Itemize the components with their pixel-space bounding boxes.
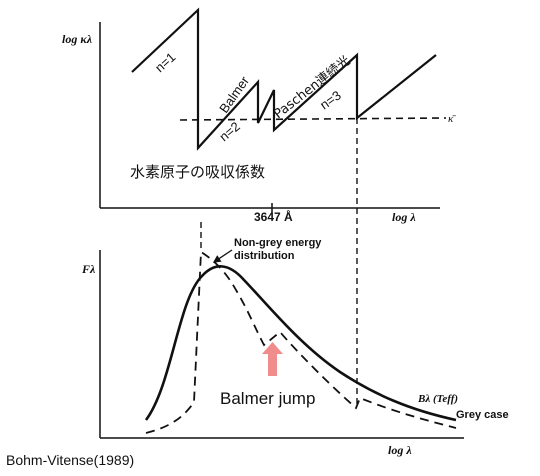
flux-panel: Fλ log λ Non-grey energy distribution Bλ… [81, 237, 509, 457]
balmer-jump-arrow-icon [262, 342, 283, 376]
mean-opacity-dashed-line [179, 117, 447, 121]
series-label-n3: n=3 [317, 88, 344, 113]
non-grey-leader [212, 249, 233, 263]
mean-opacity-label: κ̄ [448, 113, 456, 125]
non-grey-curve [145, 250, 457, 434]
planck-label: Bλ (Teff) [417, 393, 458, 405]
non-grey-label-line2: distribution [234, 250, 295, 262]
top-x-axis-label: log λ [392, 210, 416, 224]
grey-case-curve [144, 265, 457, 422]
paschen-continuum-label: Paschen連続光 [271, 53, 353, 122]
top-y-axis-label: log κλ [62, 32, 93, 46]
edge-wavelength-label: 3647 Å [254, 209, 293, 224]
bottom-y-axis-label: Fλ [81, 262, 96, 276]
absorption-sawtooth-curve [131, 7, 437, 151]
non-grey-label-line1: Non-grey energy [234, 237, 322, 249]
japanese-caption: 水素原子の吸収係数 [130, 163, 265, 181]
citation: Bohm-Vitense(1989) [6, 452, 135, 468]
grey-case-label: Grey case [456, 409, 509, 421]
series-label-n1: n=1 [152, 49, 178, 75]
balmer-jump-label: Balmer jump [220, 389, 315, 408]
absorption-panel: log κλ log λ 3647 Å κ̄ n=1 n=2 n=3 Balme… [62, 7, 456, 224]
bottom-x-axis-label: log λ [388, 443, 412, 457]
